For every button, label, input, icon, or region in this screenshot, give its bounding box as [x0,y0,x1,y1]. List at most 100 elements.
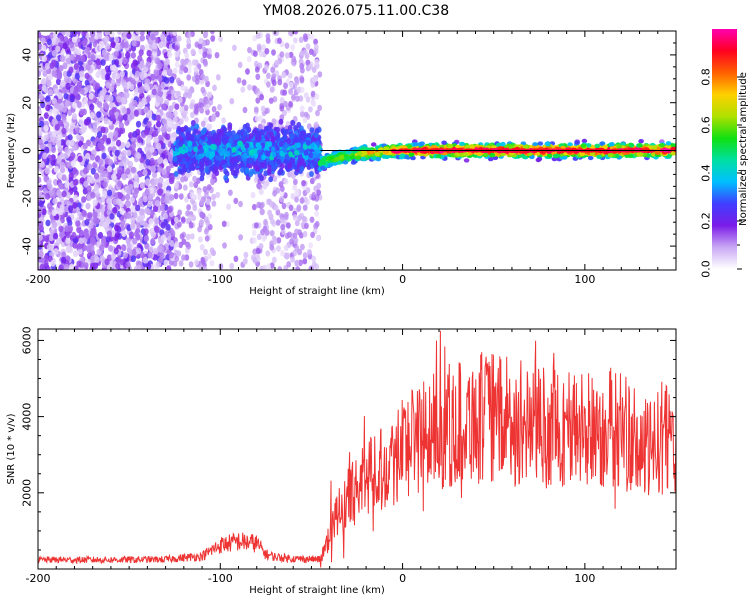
heatmap-cell [255,32,261,39]
heatmap-cell [203,248,208,256]
heatmap-cell [244,167,250,174]
heatmap-cell [108,95,114,103]
heatmap-cell [69,41,75,49]
heatmap-cell [102,134,108,142]
heatmap-cell [77,242,83,250]
heatmap-cell [218,128,224,135]
heatmap-cell [271,79,277,87]
heatmap-cell [265,37,271,44]
heatmap-cell [64,263,70,270]
heatmap-cell [109,31,115,38]
heatmap-cell [197,42,203,50]
heatmap-cell [83,180,89,188]
heatmap-cell [253,50,258,57]
heatmap-cell [193,108,199,115]
heatmap-cell [146,49,152,57]
heatmap-cell [261,235,267,242]
heatmap-cell [223,174,229,181]
heatmap-cell [105,236,111,243]
heatmap-cell [214,154,220,161]
heatmap-cell [209,247,215,254]
heatmap-cell [265,229,270,236]
heatmap-cell [277,79,283,86]
heatmap-cell [186,67,192,74]
heatmap-cell [202,51,208,58]
heatmap-cell [117,192,124,200]
heatmap-cell [124,200,130,207]
heatmap-cell [146,200,152,208]
heatmap-cell [200,86,206,94]
heatmap-cell [283,158,289,165]
heatmap-cell [193,66,199,73]
heatmap-cell [43,112,50,119]
heatmap-cell [300,243,305,251]
heatmap-cell [101,239,107,247]
heatmap-cell [38,120,45,128]
heatmap-cell [132,211,138,219]
heatmap-cell [174,182,180,189]
heatmap-cell [314,93,320,100]
heatmap-cell [316,189,321,196]
heatmap-cell [126,212,132,220]
heatmap-cell [61,127,67,135]
heatmap-cell [151,88,157,96]
heatmap-cell [139,218,145,226]
heatmap-cell [96,111,102,118]
heatmap-cell [211,106,217,113]
heatmap-cell [53,102,60,110]
heatmap-cell [265,150,271,157]
heatmap-cell [316,182,322,190]
heatmap-cell [40,37,46,44]
heatmap-cell [189,87,195,94]
heatmap-cell [256,233,262,241]
heatmap-cell [51,50,57,57]
heatmap-cell [105,73,111,81]
heatmap-cell [121,107,128,115]
heatmap-cell [302,143,308,150]
heatmap-cell [207,223,213,231]
heatmap-cell [284,42,290,49]
heatmap-cell [211,115,216,122]
heatmap-cell [231,146,237,153]
heatmap-cell [133,109,139,117]
heatmap-cell [142,169,148,177]
heatmap-cell [189,103,195,110]
heatmap-cell [236,77,242,84]
heatmap-cell [587,155,594,161]
heatmap-cell [105,81,111,89]
heatmap-cell [269,230,275,237]
heatmap-cell [233,255,239,262]
heatmap-cell [53,166,60,173]
heatmap-cell [255,97,261,104]
heatmap-cell [38,129,43,136]
heatmap-cell [85,64,91,71]
heatmap-cell [117,169,123,177]
heatmap-cell [269,131,274,138]
heatmap-cell [280,162,285,169]
heatmap-cell [129,196,135,204]
heatmap-cell [99,95,105,103]
heatmap-cell [120,154,127,162]
heatmap-cell [182,184,188,191]
heatmap-cell [51,221,58,229]
heatmap-cell [290,120,296,126]
heatmap-cell [207,213,213,220]
heatmap-cell [313,38,318,45]
heatmap-cell [172,260,178,267]
heatmap-cell [190,120,196,126]
heatmap-cell [166,265,172,270]
heatmap-cell [288,204,294,211]
heatmap-cell [165,133,171,141]
heatmap-cell [38,200,44,208]
heatmap-cell [149,146,155,153]
heatmap-cell [58,183,64,190]
heatmap-cell [144,179,150,186]
heatmap-cell [270,146,276,153]
heatmap-cell [104,94,110,102]
heatmap-cell [80,55,86,63]
heatmap-cell [103,117,109,125]
heatmap-cell [130,62,137,69]
heatmap-cell [252,35,257,42]
heatmap-cell [162,212,168,220]
